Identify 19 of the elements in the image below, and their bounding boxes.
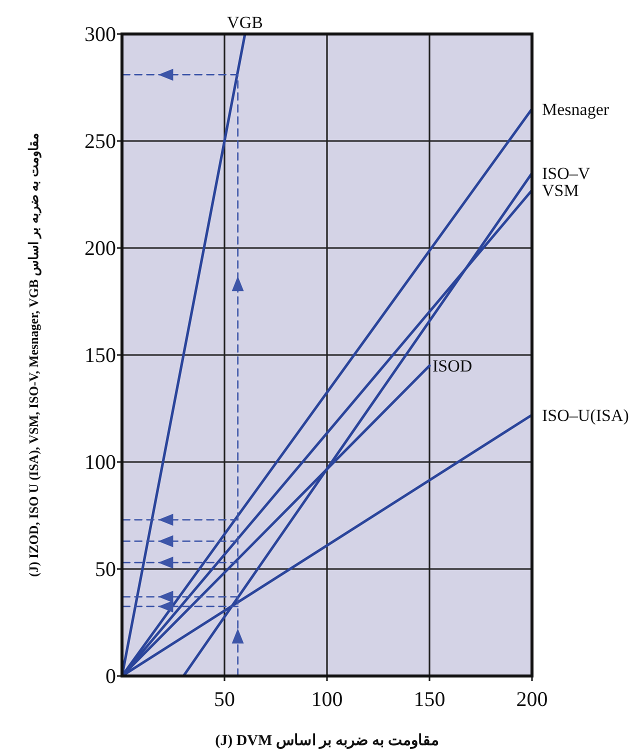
x-tick-label: 50	[214, 687, 235, 711]
y-tick-label: 200	[84, 236, 116, 260]
series-label: ISO–V	[542, 164, 591, 184]
y-tick-label: 300	[84, 22, 116, 46]
series-label: VSM	[542, 181, 579, 200]
x-tick-label: 100	[311, 687, 343, 711]
y-tick-label: 100	[84, 450, 116, 474]
series-label: VGB	[227, 13, 263, 32]
y-tick-label: 150	[84, 343, 116, 367]
y-axis-title: (J) IZOD, ISO U (ISA), VSM, ISO-V, Mesnager, VGB مقاومت به ضربه بر اساس	[26, 133, 42, 577]
series-label: Mesnager	[542, 100, 610, 119]
series-label: ISO–U(ISA)	[542, 406, 629, 425]
x-tick-label: 150	[414, 687, 446, 711]
y-tick-label: 50	[95, 557, 116, 581]
series-label: ISOD	[432, 356, 472, 376]
x-axis-title: (J) DVM مقاومت به ضربه بر اساس	[215, 733, 439, 749]
y-tick-label: 0	[106, 664, 116, 688]
x-tick-label: 200	[516, 687, 548, 711]
y-tick-label: 250	[84, 129, 116, 153]
